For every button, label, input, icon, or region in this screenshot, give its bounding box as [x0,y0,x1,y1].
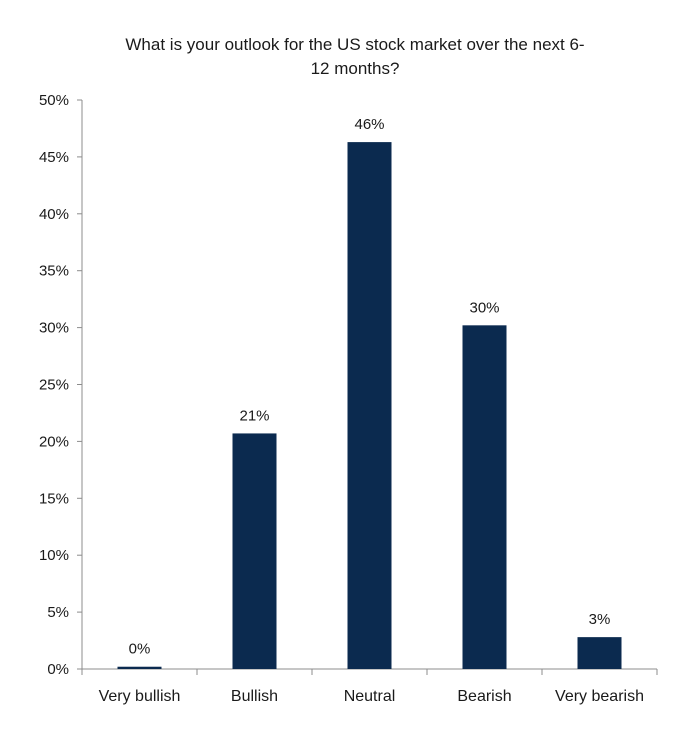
data-label: 30% [469,299,499,316]
bar [347,142,392,669]
y-tick-label: 45% [39,149,69,166]
y-tick-label: 25% [39,377,69,394]
y-tick-label: 20% [39,433,69,450]
bar [577,637,622,669]
x-tick-label: Very bearish [555,688,644,705]
y-tick-label: 35% [39,263,69,280]
bar [117,666,162,669]
x-tick-label: Bearish [457,688,511,705]
y-tick-label: 15% [39,490,69,507]
data-label: 3% [589,611,611,628]
data-labels: 0% 21% 46% 30% 3% [129,116,611,658]
y-tick-label: 0% [47,661,69,678]
x-tick-label: Neutral [344,688,396,705]
bars [117,142,622,669]
data-label: 21% [239,407,269,424]
y-tick-label: 10% [39,547,69,564]
data-label: 0% [129,641,151,658]
y-axis: 0% 5% 10% 15% 20% 25% 30% 35% 40% 45% 50% [39,92,83,678]
chart-title-line-1: What is your outlook for the US stock ma… [125,35,584,54]
bar [462,325,507,669]
bar [232,433,277,669]
data-label: 46% [354,116,384,133]
x-tick-label: Very bullish [99,688,181,705]
x-axis: Very bullish Bullish Neutral Bearish Very be… [81,668,658,705]
y-tick-label: 5% [47,604,69,621]
y-tick-label: 50% [39,92,69,109]
x-tick-label: Bullish [231,688,278,705]
y-tick-label: 30% [39,320,69,337]
chart-title-line-2: 12 months? [311,59,400,78]
y-tick-label: 40% [39,206,69,223]
